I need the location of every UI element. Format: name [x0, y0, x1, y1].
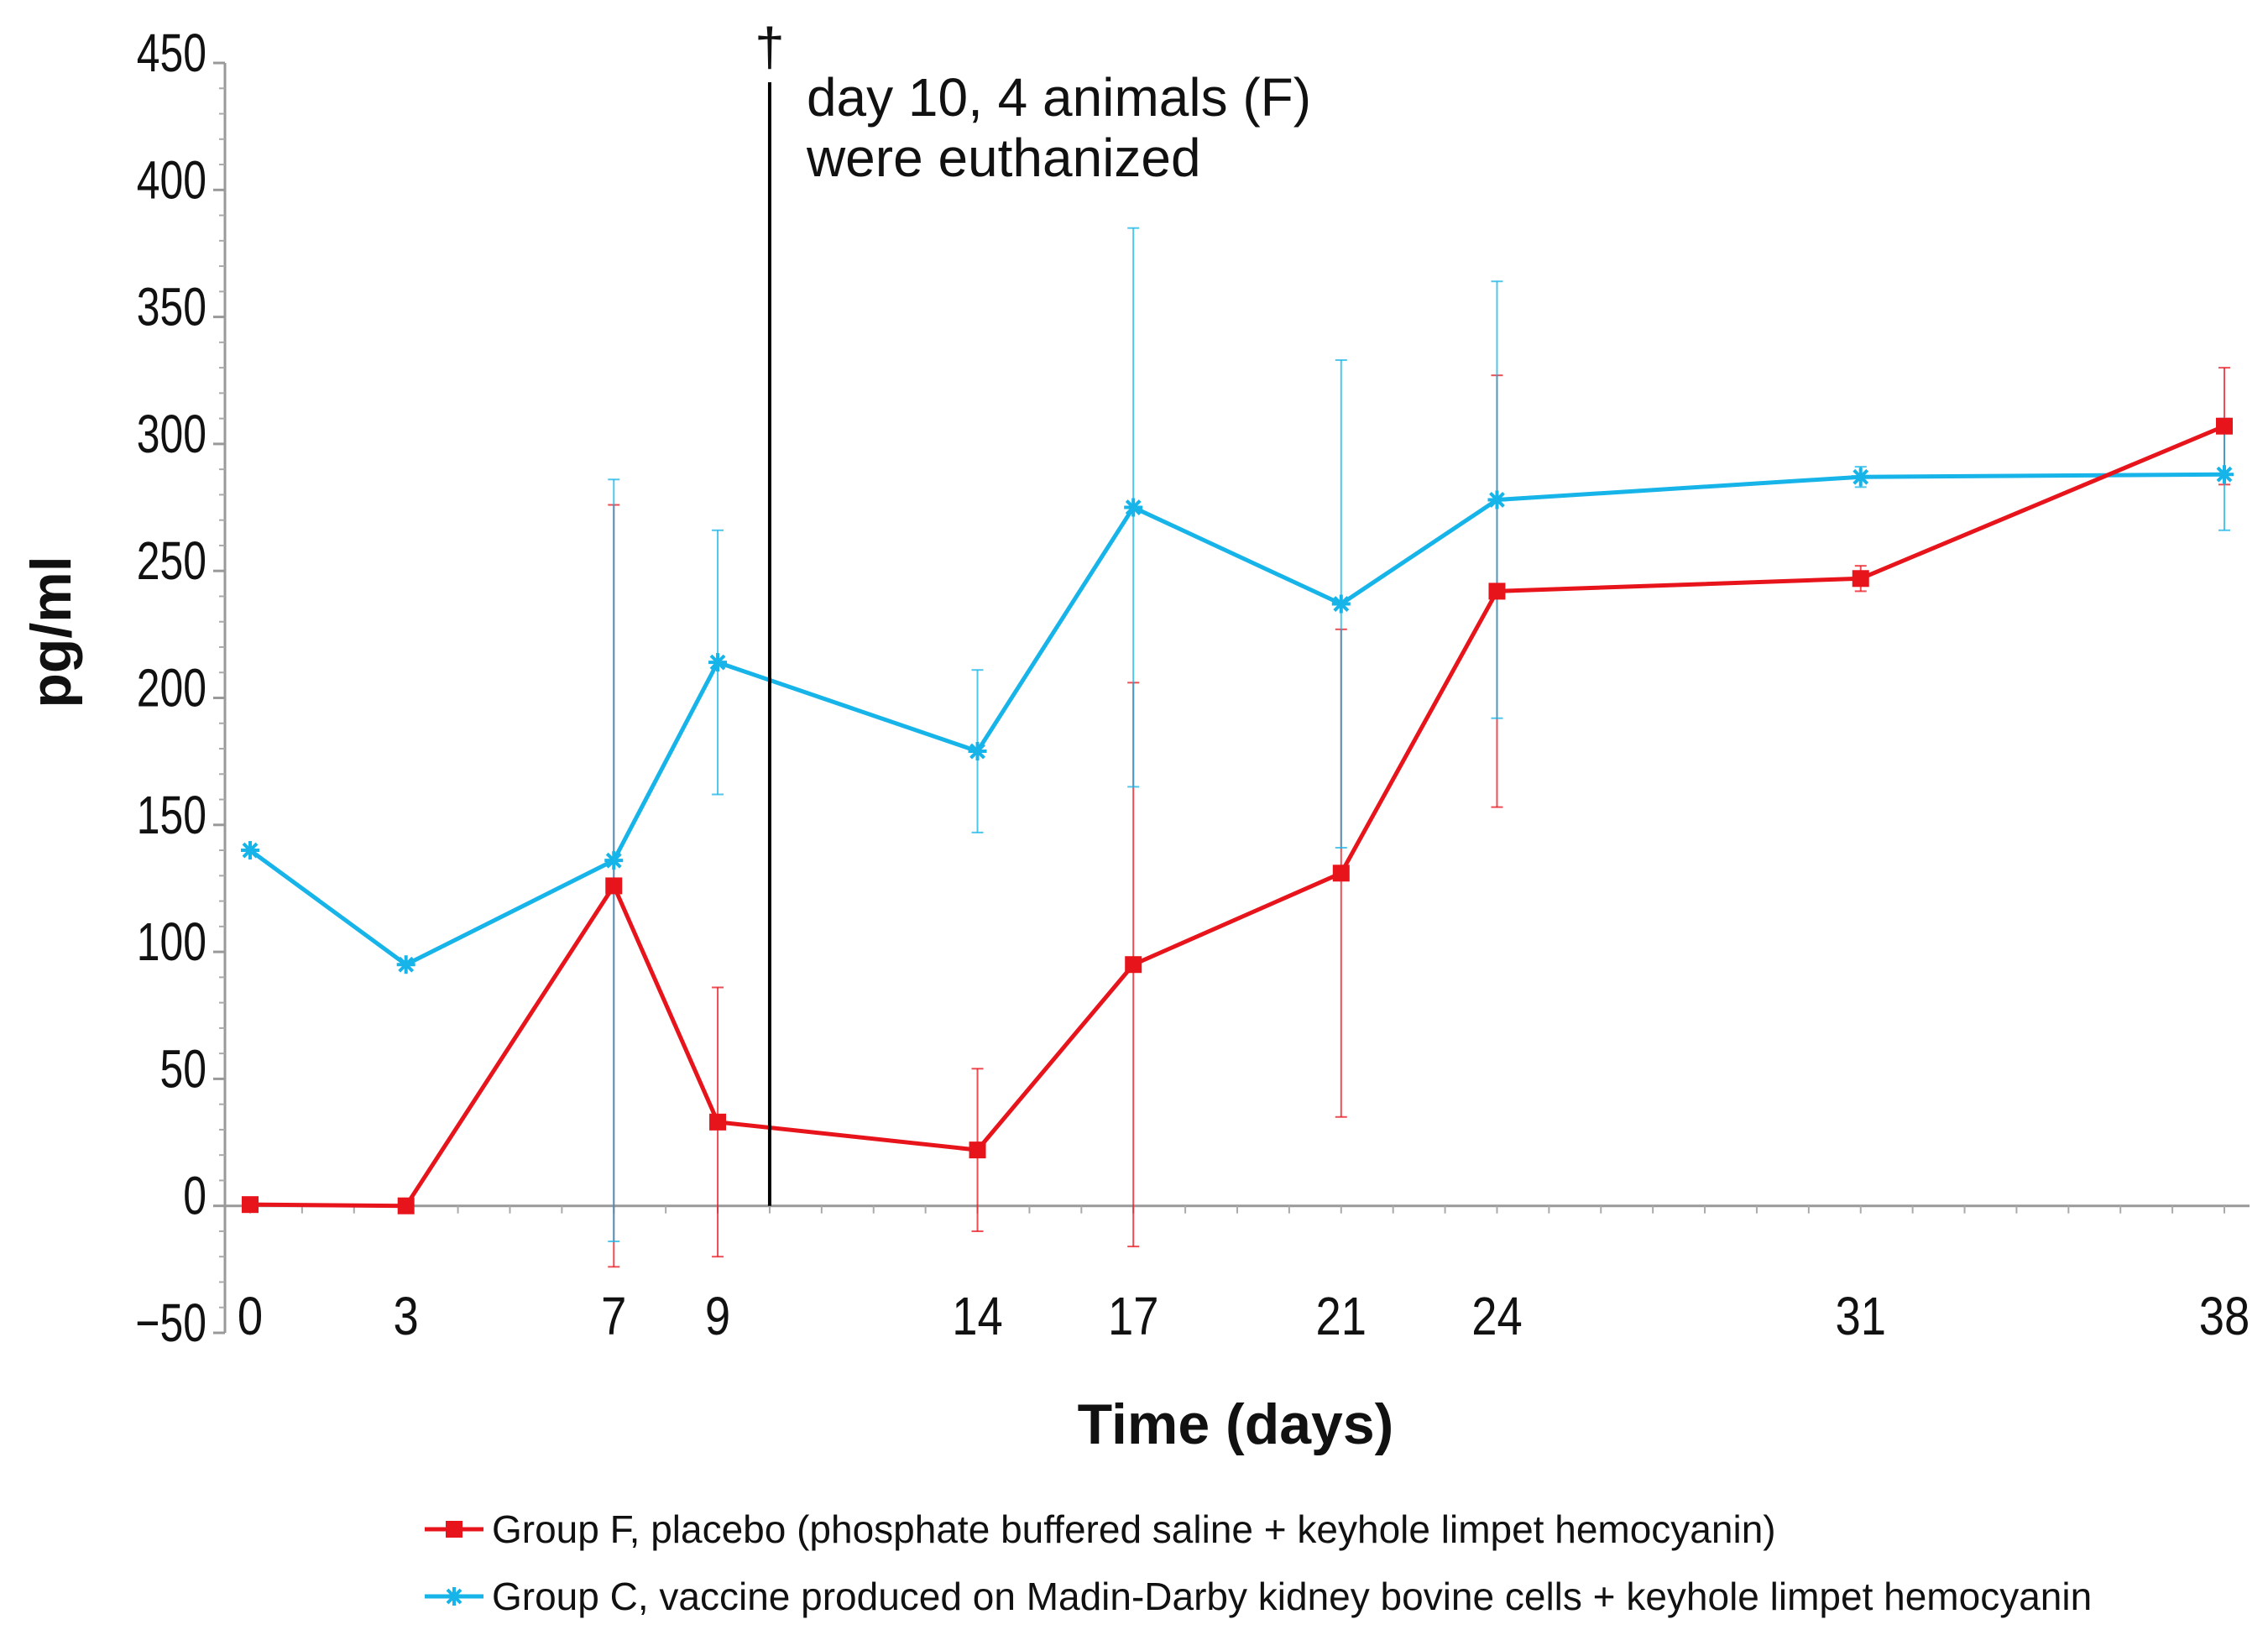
legend-item-group-f: Group F, placebo (phosphate buffered sal… [425, 1507, 1776, 1551]
x-tick-label: 21 [1316, 1286, 1367, 1346]
data-point-square [397, 1197, 415, 1214]
x-tick-label: 14 [952, 1286, 1002, 1346]
y-tick-label: 450 [137, 24, 206, 83]
x-tick-label: 9 [705, 1286, 730, 1346]
data-point-asterisk [708, 653, 728, 672]
data-point-square [1332, 865, 1350, 882]
y-tick-label: 300 [137, 405, 206, 464]
data-point-square [969, 1141, 986, 1159]
data-point-asterisk [1331, 594, 1351, 614]
y-axis: 450 400 350 300 250 200 150 100 50 0 −50 [135, 24, 227, 1353]
legend-label-group-f: Group F, placebo (phosphate buffered sal… [492, 1507, 1776, 1551]
y-tick-label: 400 [137, 150, 206, 210]
x-tick-label: 7 [601, 1286, 626, 1346]
legend-item-group-c: Group C, vaccine produced on Madin-Darby… [425, 1575, 2092, 1618]
y-tick-label: 100 [137, 912, 206, 972]
data-point-square [242, 1196, 259, 1214]
x-tick-label: 3 [394, 1286, 419, 1346]
y-tick-label: 50 [159, 1040, 206, 1100]
y-tick-label: −50 [135, 1293, 206, 1353]
legend: Group F, placebo (phosphate buffered sal… [425, 1507, 2092, 1618]
y-axis-title: pg/ml [19, 556, 83, 708]
series-line-group-c [248, 472, 2225, 967]
data-point-asterisk [1124, 498, 1143, 517]
data-point-asterisk [1487, 490, 1507, 509]
annotation-text-line2: were euthanized [806, 128, 1201, 188]
x-axis-title: Time (days) [1078, 1392, 1394, 1456]
x-tick-label: 24 [1471, 1286, 1522, 1346]
data-point-square [1125, 956, 1142, 974]
data-point-asterisk [2215, 465, 2234, 484]
dagger-symbol: † [755, 17, 785, 77]
legend-asterisk-marker [445, 1587, 463, 1606]
legend-label-group-c: Group C, vaccine produced on Madin-Darby… [492, 1575, 2092, 1618]
y-tick-label: 150 [137, 786, 206, 845]
data-point-asterisk [604, 851, 624, 870]
data-point-square [709, 1113, 727, 1131]
y-tick-label: 200 [137, 659, 206, 718]
annotation: † day 10, 4 animals (F) were euthanized [755, 17, 1311, 1206]
series-lines [248, 424, 2225, 1209]
data-markers [241, 417, 2234, 1214]
annotation-text-line1: day 10, 4 animals (F) [807, 67, 1311, 128]
x-tick-label: 17 [1108, 1286, 1158, 1346]
y-tick-label: 250 [137, 531, 206, 591]
series-line-group-f [249, 424, 2225, 1209]
y-tick-label: 350 [137, 278, 206, 337]
y-tick-label: 0 [183, 1167, 206, 1226]
x-tick-label: 0 [238, 1286, 263, 1346]
data-point-asterisk [1851, 468, 1870, 487]
data-point-asterisk [241, 841, 259, 860]
data-point-asterisk [968, 742, 987, 761]
x-tick-label: 31 [1835, 1286, 1885, 1346]
data-point-asterisk [396, 955, 415, 974]
data-point-square [1852, 570, 1869, 588]
data-point-square [605, 877, 623, 895]
x-axis: 0 3 7 9 14 17 21 24 31 38 [225, 1204, 2250, 1346]
x-tick-label: 38 [2199, 1286, 2250, 1346]
data-point-square [2216, 417, 2233, 435]
error-bars [608, 227, 2230, 1268]
data-point-square [1488, 582, 1506, 600]
legend-square-marker [446, 1521, 462, 1538]
